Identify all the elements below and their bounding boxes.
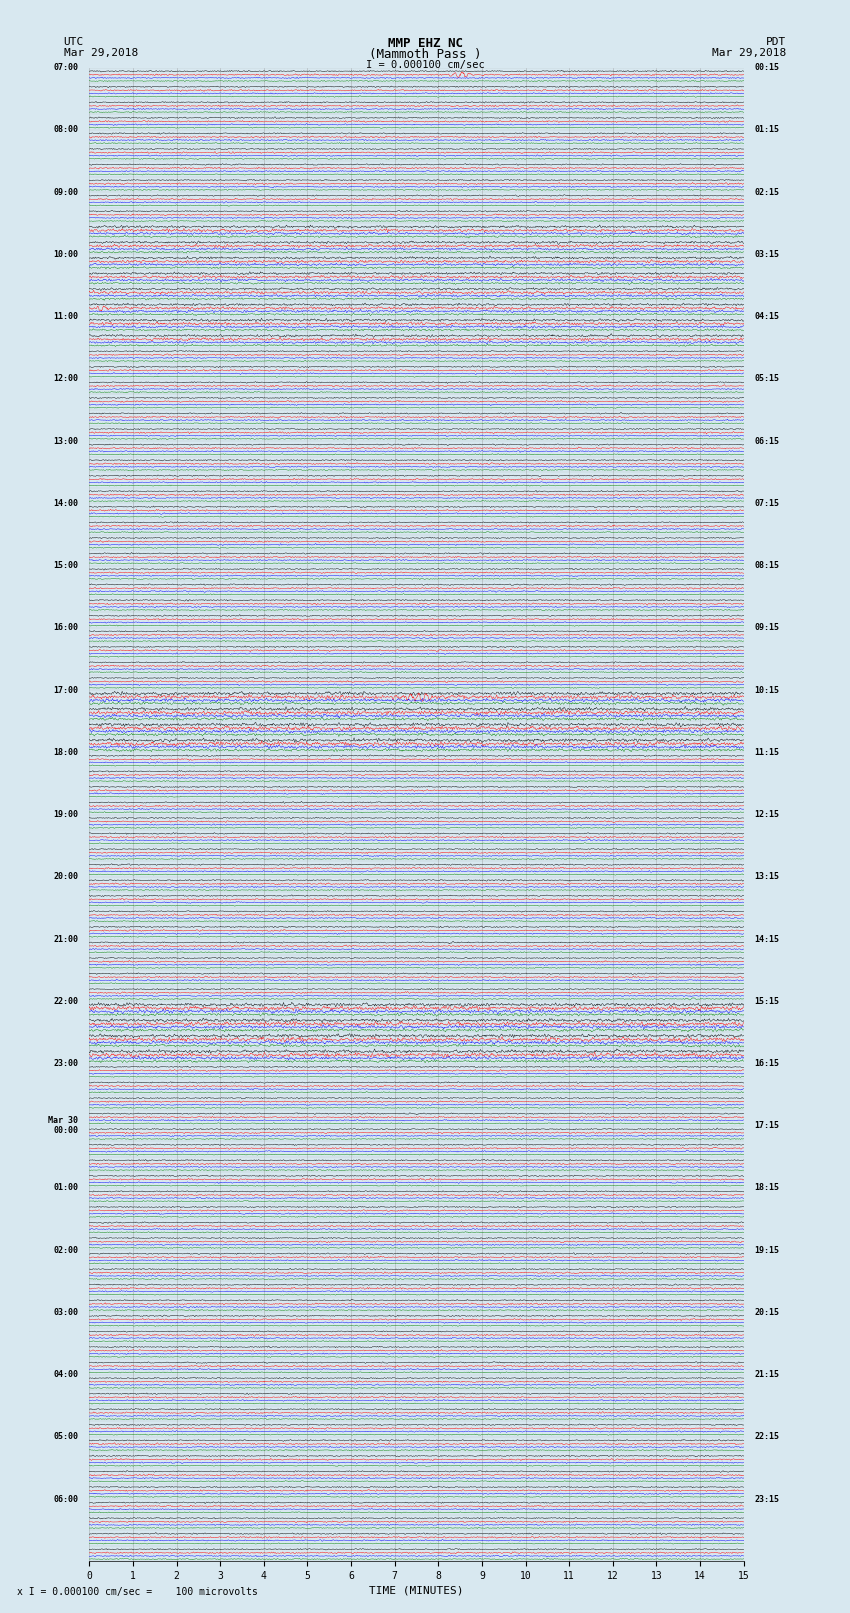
Text: 08:00: 08:00 (54, 126, 78, 134)
Text: 15:00: 15:00 (54, 561, 78, 569)
Text: x I = 0.000100 cm/sec =    100 microvolts: x I = 0.000100 cm/sec = 100 microvolts (17, 1587, 258, 1597)
Text: (Mammoth Pass ): (Mammoth Pass ) (369, 48, 481, 61)
Text: 21:15: 21:15 (755, 1369, 779, 1379)
Text: Mar 29,2018: Mar 29,2018 (64, 48, 138, 58)
Text: 09:00: 09:00 (54, 187, 78, 197)
Text: 15:15: 15:15 (755, 997, 779, 1007)
Text: 14:00: 14:00 (54, 498, 78, 508)
Text: 23:00: 23:00 (54, 1060, 78, 1068)
Text: 10:00: 10:00 (54, 250, 78, 260)
Text: 13:15: 13:15 (755, 873, 779, 881)
Text: 12:00: 12:00 (54, 374, 78, 384)
Text: MMP EHZ NC: MMP EHZ NC (388, 37, 462, 50)
Text: 20:15: 20:15 (755, 1308, 779, 1316)
Text: 04:00: 04:00 (54, 1369, 78, 1379)
Text: 23:15: 23:15 (755, 1495, 779, 1503)
Text: 06:00: 06:00 (54, 1495, 78, 1503)
X-axis label: TIME (MINUTES): TIME (MINUTES) (369, 1586, 464, 1595)
Text: 05:00: 05:00 (54, 1432, 78, 1442)
Text: Mar 30
00:00: Mar 30 00:00 (48, 1116, 78, 1136)
Text: 16:15: 16:15 (755, 1060, 779, 1068)
Text: I = 0.000100 cm/sec: I = 0.000100 cm/sec (366, 60, 484, 69)
Text: 22:15: 22:15 (755, 1432, 779, 1442)
Text: 01:00: 01:00 (54, 1184, 78, 1192)
Text: 08:15: 08:15 (755, 561, 779, 569)
Text: 06:15: 06:15 (755, 437, 779, 445)
Text: 18:15: 18:15 (755, 1184, 779, 1192)
Text: 17:15: 17:15 (755, 1121, 779, 1131)
Text: 18:00: 18:00 (54, 748, 78, 756)
Text: 16:00: 16:00 (54, 623, 78, 632)
Text: 04:15: 04:15 (755, 313, 779, 321)
Text: 13:00: 13:00 (54, 437, 78, 445)
Text: PDT: PDT (766, 37, 786, 47)
Text: 19:00: 19:00 (54, 810, 78, 819)
Text: 07:00: 07:00 (54, 63, 78, 73)
Text: 01:15: 01:15 (755, 126, 779, 134)
Text: UTC: UTC (64, 37, 84, 47)
Text: 00:15: 00:15 (755, 63, 779, 73)
Text: 12:15: 12:15 (755, 810, 779, 819)
Text: 03:15: 03:15 (755, 250, 779, 260)
Text: Mar 29,2018: Mar 29,2018 (712, 48, 786, 58)
Text: 05:15: 05:15 (755, 374, 779, 384)
Text: 19:15: 19:15 (755, 1245, 779, 1255)
Text: 10:15: 10:15 (755, 686, 779, 695)
Text: 02:00: 02:00 (54, 1245, 78, 1255)
Text: 17:00: 17:00 (54, 686, 78, 695)
Text: 14:15: 14:15 (755, 934, 779, 944)
Text: 21:00: 21:00 (54, 934, 78, 944)
Text: 11:00: 11:00 (54, 313, 78, 321)
Text: 07:15: 07:15 (755, 498, 779, 508)
Text: 03:00: 03:00 (54, 1308, 78, 1316)
Text: 11:15: 11:15 (755, 748, 779, 756)
Text: 02:15: 02:15 (755, 187, 779, 197)
Text: 09:15: 09:15 (755, 623, 779, 632)
Text: 22:00: 22:00 (54, 997, 78, 1007)
Text: 20:00: 20:00 (54, 873, 78, 881)
